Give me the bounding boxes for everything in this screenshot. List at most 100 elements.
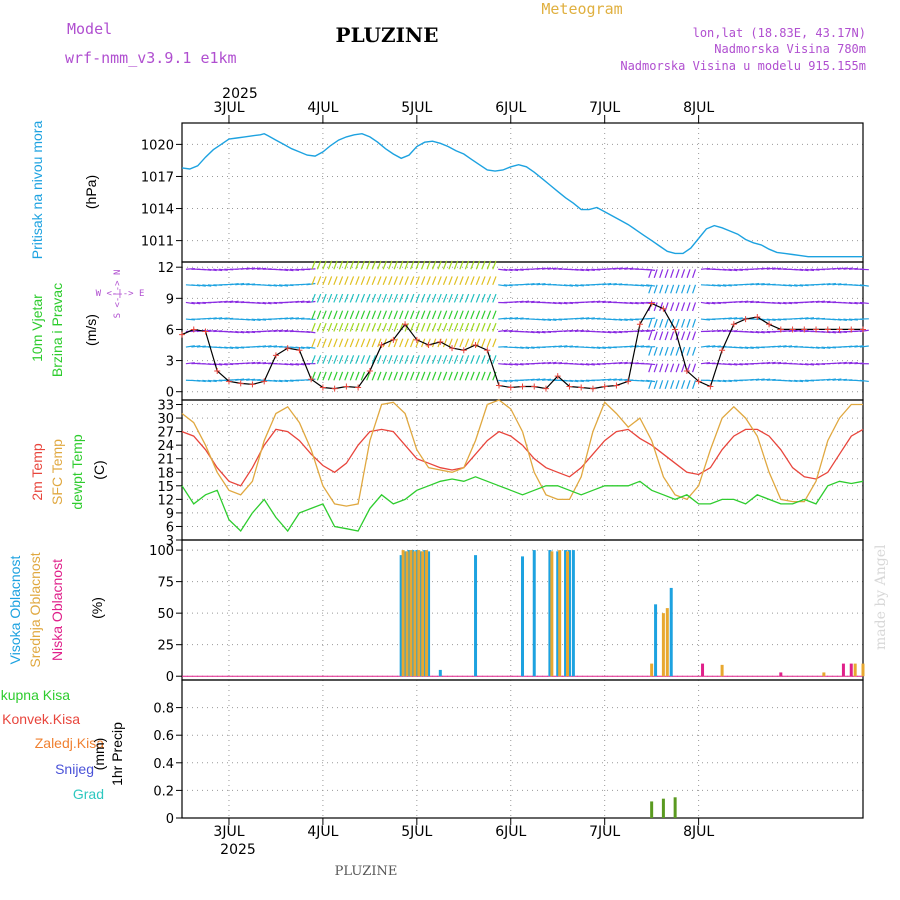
wind-arrow xyxy=(692,331,697,341)
wind-arrow xyxy=(437,276,442,286)
model-elevation-label: Nadmorska Visina u modelu 915.155m xyxy=(620,59,866,73)
wind-arrow xyxy=(653,269,658,278)
wind-arrow xyxy=(207,284,217,287)
wind-arrow xyxy=(393,293,398,303)
wind-arrow xyxy=(706,345,716,348)
wind-gust-marker xyxy=(214,367,221,374)
wind-arrow xyxy=(475,371,481,381)
wind-arrow xyxy=(531,346,541,349)
wind-gust-marker xyxy=(695,378,702,385)
wind-speed-line xyxy=(181,302,863,390)
wind-arrow xyxy=(591,346,601,349)
wind-arrow xyxy=(722,379,732,383)
mid-cloud-bar xyxy=(853,663,857,677)
wind-gust-marker xyxy=(484,347,491,354)
wind-arrow xyxy=(722,268,732,272)
wind-arrow xyxy=(246,283,256,286)
wind-arrow xyxy=(185,318,195,321)
wind-arrow xyxy=(843,267,853,270)
wind-gust-marker xyxy=(683,367,690,374)
wind-arrow xyxy=(675,346,680,356)
day-label-bottom: 7JUL xyxy=(589,824,620,840)
wind-arrow xyxy=(520,363,530,366)
wind-arrow xyxy=(442,338,448,348)
wind-gust-marker xyxy=(589,385,596,392)
wind-arrow xyxy=(268,345,278,348)
wind-arrow xyxy=(382,310,387,320)
wind-arrow xyxy=(503,379,513,383)
wind-arrow xyxy=(783,345,793,348)
wind-arrow xyxy=(675,318,680,328)
wind-gust-marker xyxy=(730,321,737,328)
y-tick-label: 0.2 xyxy=(153,784,174,799)
wind-arrow xyxy=(333,293,338,303)
wind-gust-marker xyxy=(202,328,209,335)
wind-arrow xyxy=(733,363,743,366)
y-tick-label: 75 xyxy=(157,576,174,591)
wind-gust-marker xyxy=(402,321,409,328)
wind-arrow xyxy=(580,268,590,272)
wind-arrow xyxy=(739,300,749,304)
wind-arrow xyxy=(410,338,415,348)
wind-arrow xyxy=(191,301,201,305)
wind-arrow xyxy=(464,310,470,320)
mid-cloud-bar xyxy=(417,550,421,677)
wind-arrow xyxy=(648,318,653,328)
wind-arrow xyxy=(388,310,393,320)
wind-arrow xyxy=(783,284,793,287)
temp-ylabel-2m: 2m Temp xyxy=(29,443,45,501)
wind-arrow xyxy=(470,371,475,381)
day-label-top: 4JUL xyxy=(307,100,338,116)
wind-arrow xyxy=(648,346,653,356)
wind-arrow xyxy=(437,310,442,320)
wind-arrow xyxy=(333,310,338,320)
wind-arrow xyxy=(459,276,464,286)
wind-arrow xyxy=(453,355,459,364)
wind-gust-marker xyxy=(425,342,432,349)
wind-arrow xyxy=(744,346,754,349)
wind-arrow xyxy=(442,310,448,320)
wind-arrow xyxy=(426,355,431,364)
wind-arrow xyxy=(659,363,664,373)
wind-arrow xyxy=(377,355,382,364)
wind-arrow xyxy=(410,293,415,303)
wind-arrow xyxy=(613,361,623,365)
wind-gust-marker xyxy=(636,321,643,328)
wind-arrow xyxy=(393,338,398,348)
wind-arrow xyxy=(207,379,217,383)
wind-arrow xyxy=(618,361,628,365)
wind-arrow xyxy=(794,379,804,383)
wind-arrow xyxy=(437,355,442,364)
cloud-ylabel-high: Visoka Oblacnost xyxy=(7,556,23,665)
wind-arrow xyxy=(692,346,697,356)
wind-arrow xyxy=(229,300,239,304)
wind-arrow xyxy=(659,284,664,294)
wind-arrow xyxy=(344,371,349,381)
wind-gust-marker xyxy=(848,326,855,333)
wind-arrow xyxy=(629,301,639,305)
wind-arrow xyxy=(322,293,327,303)
wind-arrow xyxy=(788,284,798,287)
wind-arrow xyxy=(646,363,656,366)
wind-gust-marker xyxy=(660,305,667,312)
wind-arrows xyxy=(185,260,869,389)
wind-arrow xyxy=(670,346,675,356)
wind-arrow xyxy=(393,260,398,270)
wind-gust-marker xyxy=(542,385,549,392)
wind-arrow xyxy=(284,330,294,333)
precip-bar xyxy=(650,801,654,818)
wind-arrow xyxy=(311,355,316,364)
wind-arrow xyxy=(393,276,398,286)
wind-arrow xyxy=(289,317,300,320)
y-tick-label: 100 xyxy=(149,544,174,559)
low-cloud-bar xyxy=(701,663,705,677)
wind-arrow xyxy=(420,371,426,381)
wind-arrow xyxy=(804,268,815,272)
wind-arrow xyxy=(371,322,377,332)
wind-arrow xyxy=(558,301,568,305)
wind-arrow xyxy=(686,318,691,328)
wind-arrow xyxy=(437,322,442,332)
wind-arrow xyxy=(686,331,691,341)
wind-arrow xyxy=(750,300,760,304)
wind-arrow xyxy=(278,268,289,272)
